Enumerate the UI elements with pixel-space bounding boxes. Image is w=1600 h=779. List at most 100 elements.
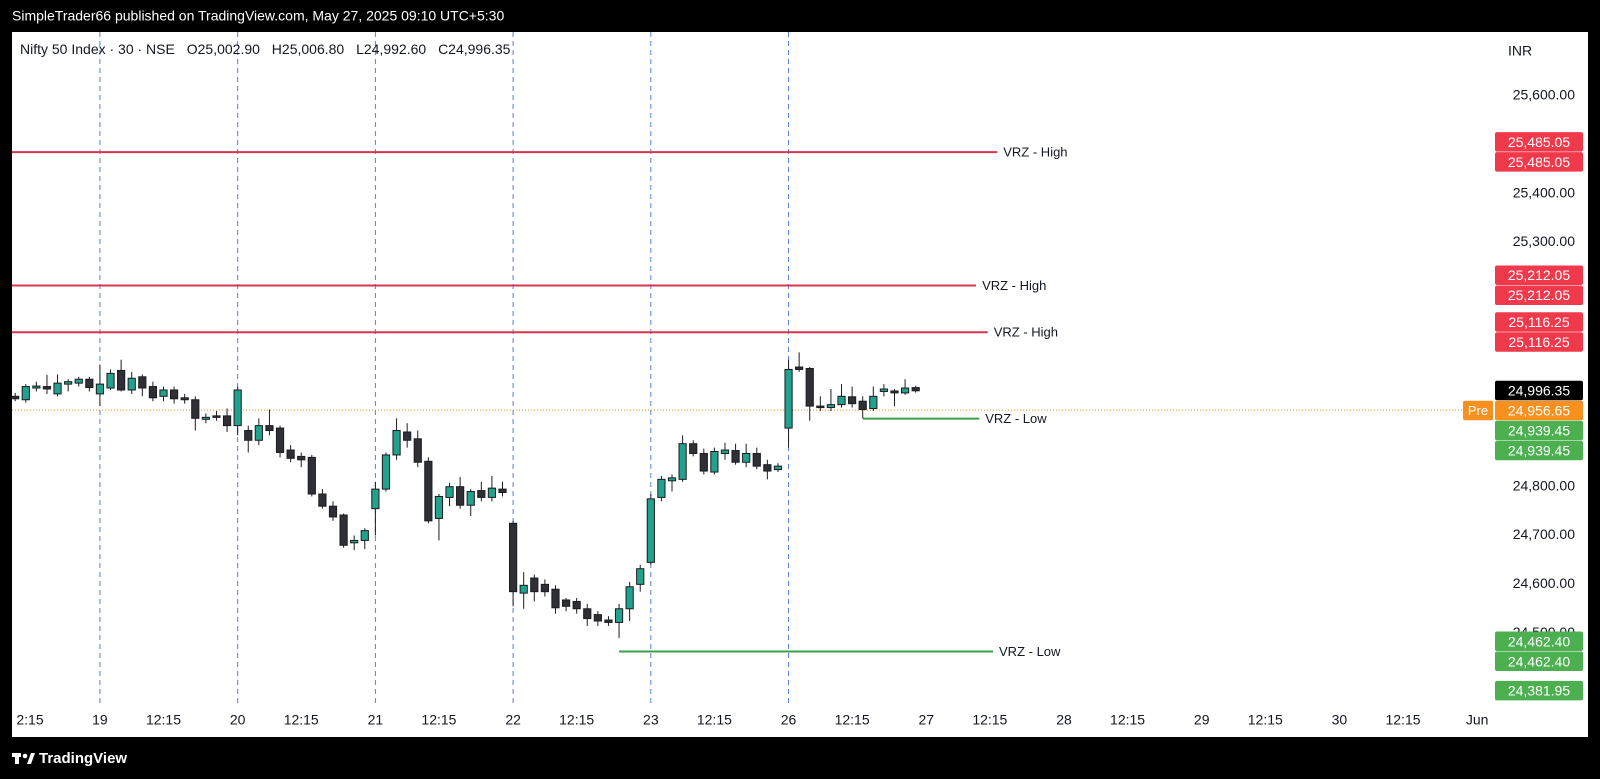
premarket-tag [1463,400,1493,421]
candle-body [593,614,602,622]
candle-body [530,577,539,593]
candle-body [64,381,73,385]
candle-body [731,450,740,463]
candle-body [254,425,263,441]
premarket-tag-label: Pre [1468,403,1488,418]
candle-body [286,449,295,459]
candle-body [614,608,624,623]
x-tick-label: 12:15 [835,712,870,728]
candle-body [879,388,888,392]
candle-body [848,396,857,405]
candle-body [498,488,507,494]
price-label-box [1495,631,1583,652]
candle-body [445,486,454,498]
symbol-title: Nifty 50 Index · 30 · NSE [20,41,175,57]
candle-body [657,478,666,498]
price-label-box [1495,380,1583,401]
candle-body [477,490,486,498]
candle-body [148,386,158,399]
brand: TradingView [39,750,127,767]
candle-body [381,454,391,490]
ohlc-close: C24,996.35 [438,41,511,57]
candle-body [583,608,592,620]
candle-body [117,369,126,391]
y-tick-label: 24,700.00 [1513,526,1575,542]
candle-body [169,389,179,400]
x-tick-label: 12:15 [1248,712,1283,728]
candle-body [604,619,613,623]
candle-body [297,455,306,461]
candle-body [222,415,232,427]
logo-part [27,753,35,764]
x-tick-label: 2:15 [16,712,43,728]
price-label: 25,212.05 [1508,287,1570,303]
candle-body [350,539,359,544]
candle-body [138,376,147,389]
price-label-box [1495,420,1583,441]
ohlc-high: H25,006.80 [271,41,345,57]
price-label-box [1495,152,1583,172]
price-label: 25,116.25 [1508,314,1569,330]
candle-body [551,588,560,609]
currency: INR [1508,43,1532,59]
candle-body [519,584,528,594]
level-label: VRZ - High [994,325,1058,340]
candle-body [816,405,825,409]
x-tick-label: 29 [1194,712,1210,728]
candle-body [900,387,910,394]
publisher: SimpleTrader66 published on TradingView.… [12,8,504,24]
brand-logo: TradingView [12,750,127,767]
x-tick-label: 19 [92,712,108,728]
price-label: 24,381.95 [1508,683,1570,699]
x-tick-label: 30 [1332,712,1348,728]
logo-part [15,753,19,764]
candle-body [509,522,518,593]
price-label: 24,939.45 [1508,422,1570,438]
candle-body [487,487,497,498]
x-tick-label: 28 [1056,712,1072,728]
candle-body [636,568,645,585]
candle-body [42,386,52,390]
candle-body [625,586,634,610]
x-tick-label: 27 [918,712,934,728]
candle-body [561,599,571,607]
candle-body [424,460,433,522]
candle-body [233,389,242,427]
candle-body [456,486,465,506]
level-label: VRZ - Low [999,644,1061,659]
candle-body [752,452,761,467]
candle-body [212,415,221,418]
plot [12,32,1492,704]
price-label-box [1495,651,1583,672]
x-tick-label: 20 [230,712,246,728]
candle-body [678,443,687,480]
candle-body [360,530,369,541]
candle-body [318,493,327,507]
candle-body [911,387,920,392]
y-tick-label: 24,600.00 [1513,575,1575,591]
symbol-legend: Nifty 50 Index · 30 · NSE O25,002.90 H25… [20,41,518,57]
candle-body [667,477,677,482]
price-label-box [1495,332,1583,352]
x-tick-label: 21 [368,712,384,728]
candle-body [275,427,285,453]
candle-body [12,395,20,400]
price-label: 24,939.45 [1508,442,1570,458]
candle-body [890,390,899,394]
ohlc-open: O25,002.90 [186,41,260,57]
candle-body [32,385,41,389]
level-label: VRZ - High [1003,145,1067,160]
price-label-box [1495,132,1583,152]
logo-part [22,753,28,759]
y-tick-label: 24,800.00 [1513,477,1575,493]
price-label: 25,485.05 [1508,154,1570,170]
candle-body [392,430,401,456]
candle-body [572,600,581,610]
candle-body [95,383,105,395]
price-label-box [1495,285,1583,305]
price-label: 24,956.65 [1508,402,1570,418]
price-label-box [1495,400,1583,421]
price-label: 25,212.05 [1508,267,1570,283]
candle-body [699,452,708,472]
ohlc-low: L24,992.60 [356,41,427,57]
